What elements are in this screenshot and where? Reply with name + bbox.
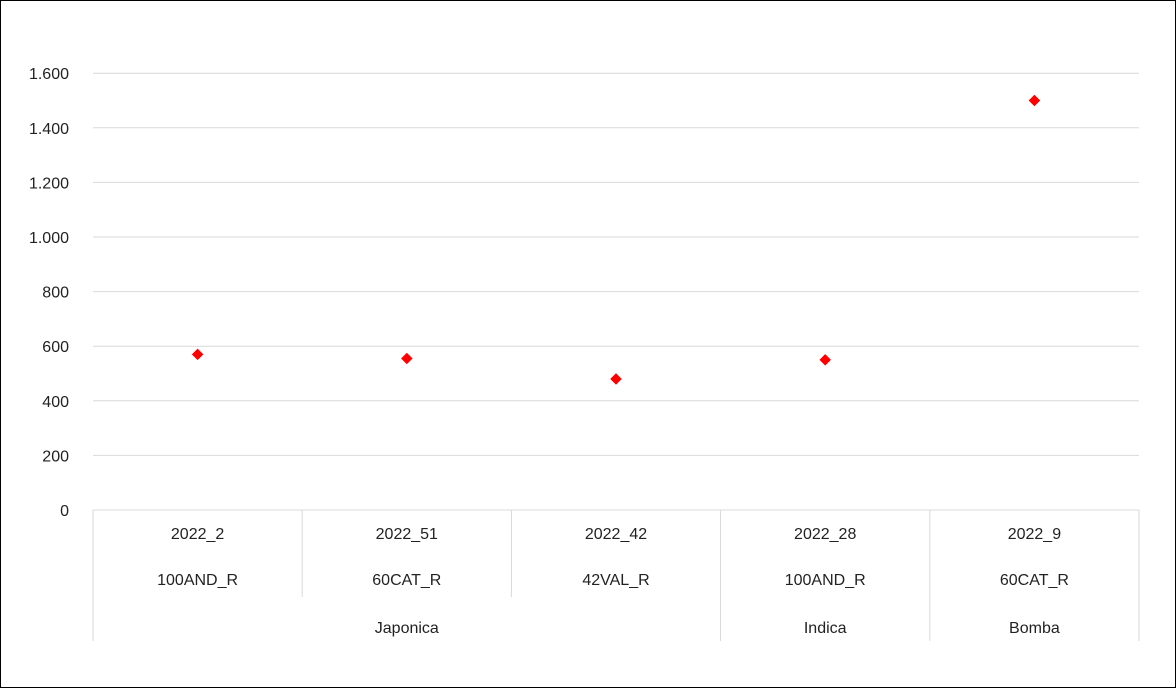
x-group-label-indica: Indica: [804, 620, 847, 637]
y-tick-label: 800: [42, 285, 69, 302]
x-tick-label-id: 2022_2: [171, 526, 224, 543]
x-tick-label-code: 42VAL_R: [582, 572, 649, 589]
x-tick-label-code: 100AND_R: [157, 572, 238, 589]
y-tick-label: 600: [42, 339, 69, 356]
gridlines: [93, 72, 1139, 456]
x-tick-label-id: 2022_9: [1008, 526, 1061, 543]
data-point-2022_28: [819, 353, 832, 366]
y-tick-label: 400: [42, 394, 69, 411]
data-point-2022_9: [1028, 94, 1041, 107]
x-tick-label-code: 60CAT_R: [372, 572, 441, 589]
y-tick-label: 0: [60, 503, 69, 520]
x-group-label-japonica: Japonica: [375, 620, 439, 637]
x-group-label-bomba: Bomba: [1009, 620, 1060, 637]
y-tick-label: 200: [42, 448, 69, 465]
y-axis-tick-labels: 0 200 400 600 800 1.000 1.200 1.400 1.600: [29, 66, 69, 520]
x-tick-label-code: 100AND_R: [785, 572, 866, 589]
x-axis: 2022_2 100AND_R 2022_51 60CAT_R 2022_42 42VAL…: [92, 509, 1140, 641]
data-point-2022_2: [191, 348, 204, 361]
y-tick-label: 1.400: [29, 121, 69, 138]
x-tick-label-id: 2022_42: [585, 526, 647, 543]
data-points: [191, 94, 1041, 385]
x-tick-label-id: 2022_51: [376, 526, 438, 543]
x-tick-label-code: 60CAT_R: [1000, 572, 1069, 589]
y-tick-label: 1.200: [29, 175, 69, 192]
data-point-2022_51: [400, 352, 413, 365]
data-point-2022_42: [610, 373, 622, 385]
x-tick-label-id: 2022_28: [794, 526, 856, 543]
y-tick-label: 1.000: [29, 230, 69, 247]
y-tick-label: 1.600: [29, 66, 69, 83]
